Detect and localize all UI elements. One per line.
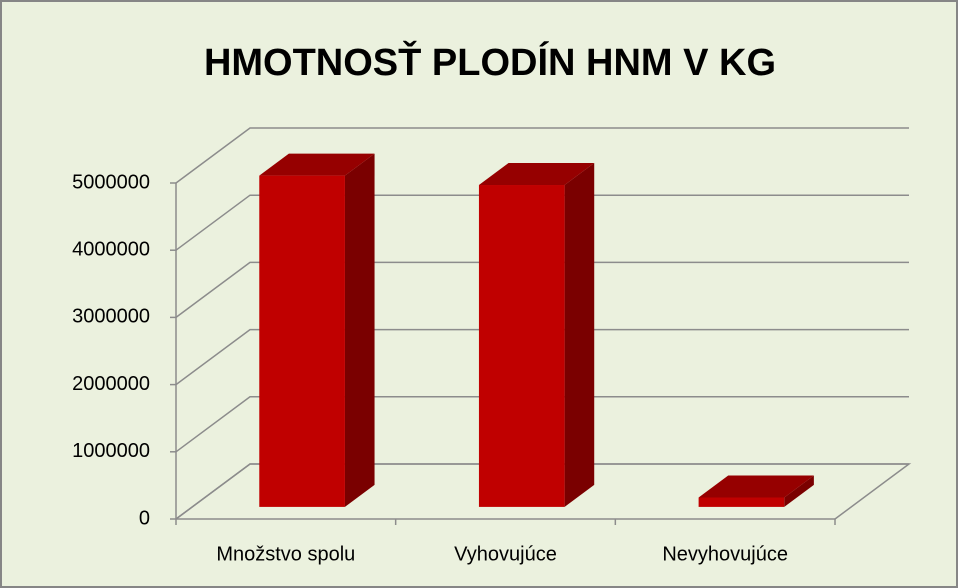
x-tick-label: Nevyhovujúce [662,543,788,565]
y-tick-label: 5000000 [72,171,150,193]
y-tick-label: 2000000 [72,373,150,395]
bar-side [564,163,595,507]
bar-top [698,475,814,498]
grid-line [175,261,909,319]
y-tick-label: 0 [139,507,150,529]
grid-line [175,194,909,251]
grid-line [175,127,909,184]
grid-line [175,396,909,453]
y-tick-label: 3000000 [72,306,150,328]
y-tick-label: 4000000 [72,238,150,260]
x-tick-label: Vyhovujúce [454,543,557,565]
grid-line [175,463,909,520]
x-tick-label: Množstvo spolu [216,543,355,565]
bar [698,497,785,507]
bar [478,185,565,507]
y-tick-label: 1000000 [72,440,150,462]
bar-side [784,475,814,507]
chart-title: HMOTNOSŤ PLODÍN HNM V KG [204,40,776,84]
bar [259,175,345,507]
bar-top [259,153,375,176]
bar-top [478,163,595,186]
grid-line [175,328,909,386]
bar-side [344,153,375,507]
